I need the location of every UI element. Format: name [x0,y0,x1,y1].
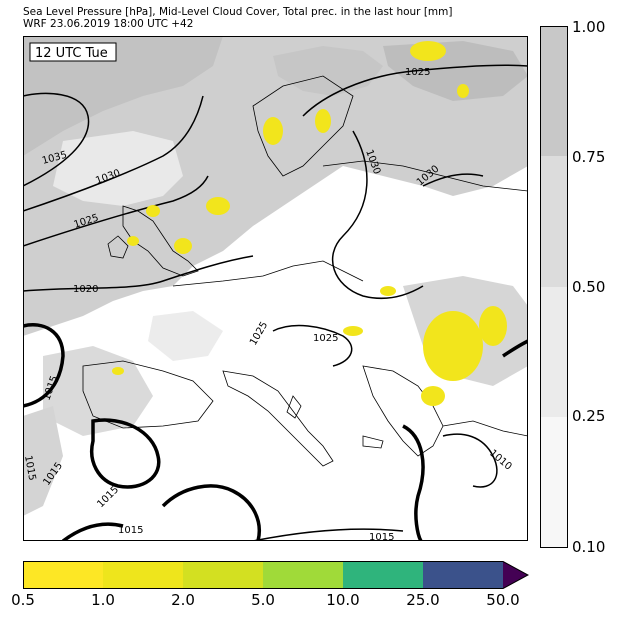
cloud-cover-colorbar [540,26,568,548]
precip-tick: 2.0 [171,591,195,609]
cloud-bin-3 [540,287,568,417]
precipitation-colorbar [23,561,529,589]
precip-tick: 10.0 [326,591,360,609]
cloud-tick: 0.25 [572,407,606,425]
precip-bin-2 [103,561,183,589]
precipitation-layer [112,41,507,406]
cloud-bin-4 [540,417,568,548]
isobar-label: 1025 [405,67,430,78]
precip-extend-arrow [503,561,528,589]
isobar-label: 1015 [369,532,394,541]
cloud-bin-2 [540,156,568,287]
precip-tick: 0.5 [11,591,35,609]
isobar-label: 1015 [23,455,37,482]
precip-bin-1 [23,561,103,589]
cloud-tick: 1.00 [572,18,606,36]
precip-tick: 1.0 [91,591,115,609]
time-label-box [29,42,117,62]
cloud-tick: 0.50 [572,278,606,296]
precip-tick: 50.0 [486,591,520,609]
cloud-bin-1 [540,26,568,156]
isobar-label: 1025 [313,333,338,344]
cloud-tick: 0.10 [572,538,606,556]
time-label: 12 UTC Tue [35,46,108,61]
precip-tick: 25.0 [406,591,440,609]
isobars [23,64,528,541]
forecast-map: 1035 1030 1025 1020 1015 1025 1030 1030 … [23,36,528,541]
precip-tick: 5.0 [251,591,275,609]
precip-bin-3 [183,561,263,589]
run-info: WRF 23.06.2019 18:00 UTC +42 [23,18,194,30]
precip-bin-5 [343,561,423,589]
chart-title: Sea Level Pressure [hPa], Mid-Level Clou… [23,6,453,18]
isobar-label: 1020 [73,284,98,295]
precip-bin-6 [423,561,503,589]
cloud-tick: 0.75 [572,148,606,166]
isobar-label: 1015 [118,525,143,536]
precip-bin-4 [263,561,343,589]
